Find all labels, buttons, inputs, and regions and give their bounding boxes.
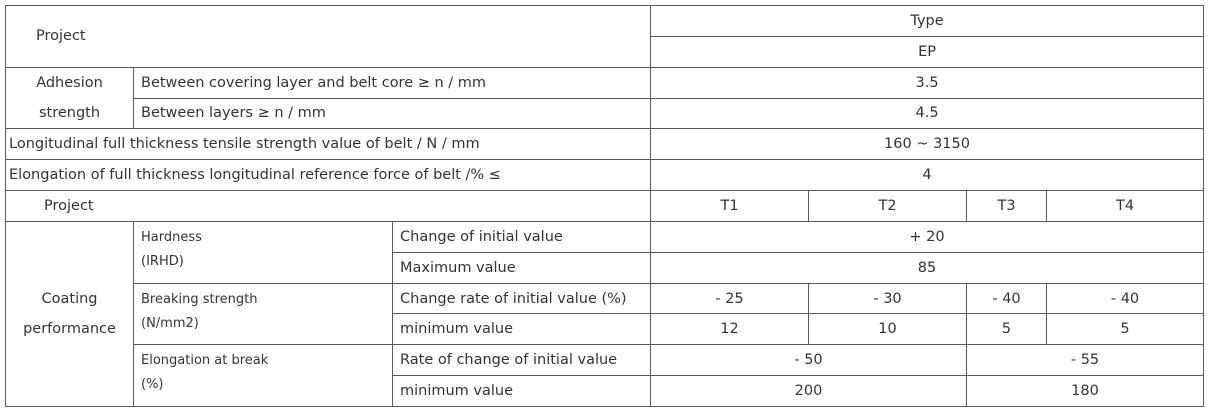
header-cell: T1: [650, 190, 810, 222]
label-cell: Change rate of initial value (%): [391, 282, 652, 315]
label-cell: Maximum value: [391, 251, 652, 284]
header-cell: T2: [808, 190, 968, 222]
header-cell: Type: [650, 5, 1205, 37]
label-cell: Longitudinal full thickness tensile stre…: [4, 128, 652, 161]
value-cell: 200: [650, 375, 968, 407]
property-name: Elongation at break: [141, 353, 269, 369]
header-cell: Project: [4, 5, 652, 68]
value-cell: - 40: [966, 282, 1048, 315]
value-cell: - 40: [1046, 282, 1205, 315]
property-cell: Breaking strength (N/mm2): [133, 282, 393, 346]
value-cell: - 50: [650, 344, 968, 377]
value-cell: 5: [966, 313, 1048, 346]
value-cell: - 30: [808, 282, 968, 315]
value-cell: + 20: [650, 220, 1205, 253]
value-cell: 4: [650, 159, 1205, 192]
spec-table: Project Type EP Adhesion strength Betwee…: [4, 5, 1205, 407]
value-cell: 160 ~ 3150: [650, 128, 1205, 161]
header-cell: T3: [966, 190, 1048, 222]
property-cell: Elongation at break (%): [133, 344, 393, 407]
label-cell: minimum value: [391, 375, 652, 407]
property-name: Hardness: [141, 229, 202, 245]
header-cell: EP: [650, 35, 1205, 68]
value-cell: - 25: [650, 282, 810, 315]
group-cell: Coating performance: [5, 220, 134, 407]
value-cell: 3.5: [650, 66, 1205, 99]
label-cell: minimum value: [391, 313, 652, 346]
value-cell: 85: [650, 251, 1205, 284]
property-cell: Hardness (IRHD): [133, 220, 393, 284]
value-cell: 12: [650, 313, 810, 346]
label-cell: Rate of change of initial value: [391, 344, 652, 377]
property-unit: (%): [141, 377, 164, 393]
label-cell: Between layers ≥ n / mm: [132, 97, 652, 130]
value-cell: 10: [808, 313, 968, 346]
value-cell: 180: [966, 375, 1205, 407]
header-cell: Project: [4, 190, 652, 222]
label-cell: Between covering layer and belt core ≥ n…: [132, 66, 652, 99]
group-cell: Adhesion strength: [5, 66, 134, 130]
value-cell: 5: [1046, 313, 1205, 346]
label-cell: Elongation of full thickness longitudina…: [4, 159, 652, 192]
property-unit: (IRHD): [141, 253, 184, 269]
value-cell: 4.5: [650, 97, 1205, 130]
property-name: Breaking strength: [141, 291, 258, 307]
value-cell: - 55: [966, 344, 1205, 377]
property-unit: (N/mm2): [141, 315, 199, 331]
header-cell: T4: [1046, 190, 1205, 222]
label-cell: Change of initial value: [391, 220, 652, 253]
